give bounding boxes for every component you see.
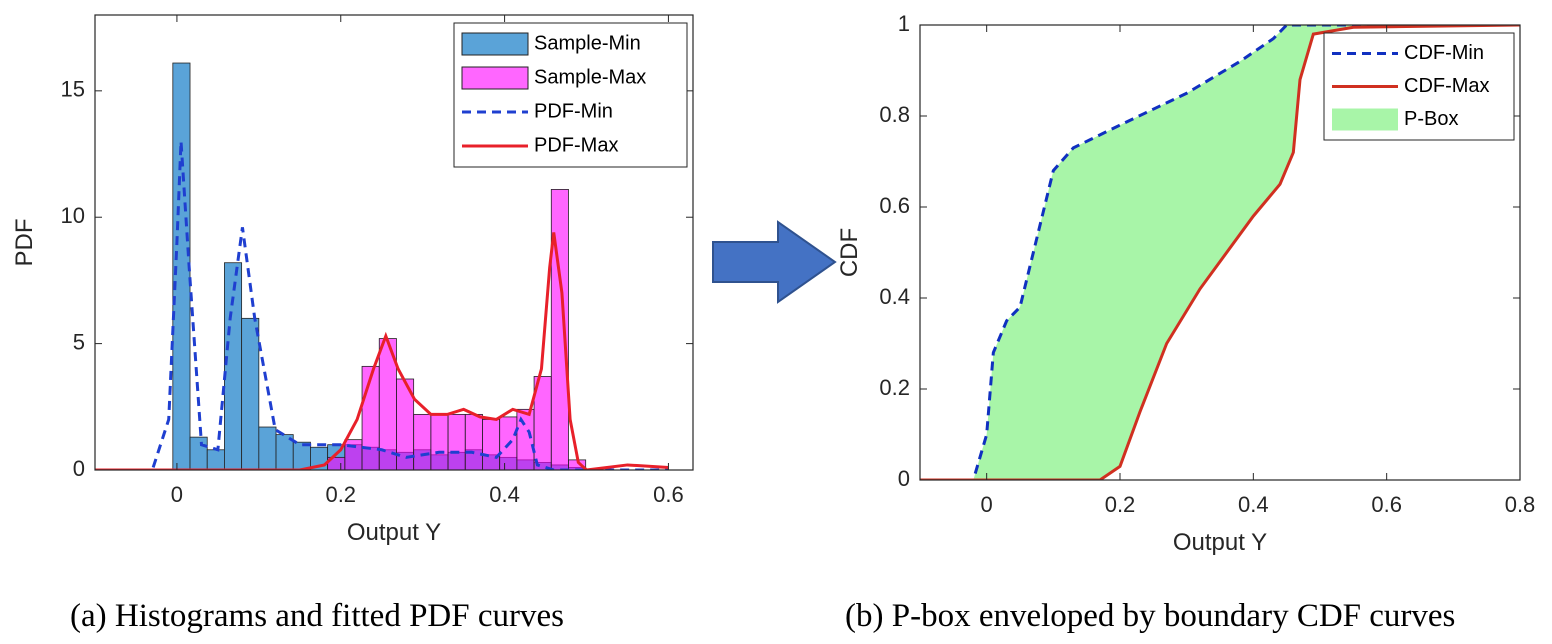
y-axis-label: PDF: [11, 219, 38, 267]
caption: (a) Histograms and fitted PDF curves: [70, 598, 564, 634]
legend-label: Sample-Max: [534, 66, 646, 88]
x-axis-label: Output Y: [347, 519, 441, 546]
histogram-bar: [464, 413, 483, 470]
x-tick-label: 0.2: [325, 482, 356, 507]
x-tick-label: 0.4: [1238, 492, 1269, 517]
y-tick-label: 1: [898, 11, 910, 36]
y-tick-label: 0.4: [879, 284, 910, 309]
histogram-bar: [516, 408, 535, 470]
legend-label: Sample-Min: [534, 32, 641, 54]
curve: [95, 232, 669, 470]
caption: (b) P-box enveloped by boundary CDF curv…: [845, 598, 1455, 634]
x-tick-label: 0: [981, 492, 993, 517]
y-tick-label: 0.8: [879, 102, 910, 127]
histogram-bar: [292, 441, 311, 470]
y-tick-label: 0.2: [879, 375, 910, 400]
curve: [920, 25, 1520, 480]
x-tick-label: 0: [171, 482, 183, 507]
p-box-area: [920, 25, 1520, 480]
legend-label: PDF-Min: [534, 100, 613, 122]
x-tick-label: 0.6: [1371, 492, 1402, 517]
y-tick-label: 10: [61, 203, 85, 228]
histogram-bar: [430, 413, 449, 470]
legend-label: CDF-Min: [1404, 42, 1484, 64]
histogram-bar: [447, 413, 466, 470]
histogram-bar: [189, 436, 208, 470]
legend-swatch: [461, 66, 529, 90]
x-tick-label: 0.6: [653, 482, 684, 507]
legend-label: CDF-Max: [1404, 75, 1490, 97]
histogram-bar: [241, 317, 260, 470]
legend-swatch: [1332, 108, 1398, 131]
curve: [920, 25, 1520, 480]
y-tick-label: 5: [73, 329, 85, 354]
legend-swatch: [461, 32, 529, 56]
x-tick-label: 0.2: [1105, 492, 1136, 517]
histogram-bar: [206, 449, 225, 470]
y-axis-label: CDF: [836, 228, 863, 277]
axes-box: [94, 14, 694, 471]
arrow: [712, 220, 837, 304]
x-tick-label: 0.8: [1505, 492, 1536, 517]
legend-label: P-Box: [1404, 108, 1458, 130]
y-tick-label: 0.6: [879, 193, 910, 218]
histogram-bar: [482, 419, 501, 470]
curve: [95, 141, 669, 470]
y-tick-label: 0: [73, 456, 85, 481]
axes-box: [919, 24, 1521, 481]
y-tick-label: 15: [61, 77, 85, 102]
legend-label: PDF-Max: [534, 134, 618, 156]
y-tick-label: 0: [898, 466, 910, 491]
histogram-bar: [258, 426, 277, 470]
x-tick-label: 0.4: [489, 482, 520, 507]
histogram-bar: [413, 413, 432, 470]
x-axis-label: Output Y: [1173, 529, 1267, 556]
histogram-bar: [224, 262, 243, 470]
histogram-bar: [550, 189, 569, 470]
